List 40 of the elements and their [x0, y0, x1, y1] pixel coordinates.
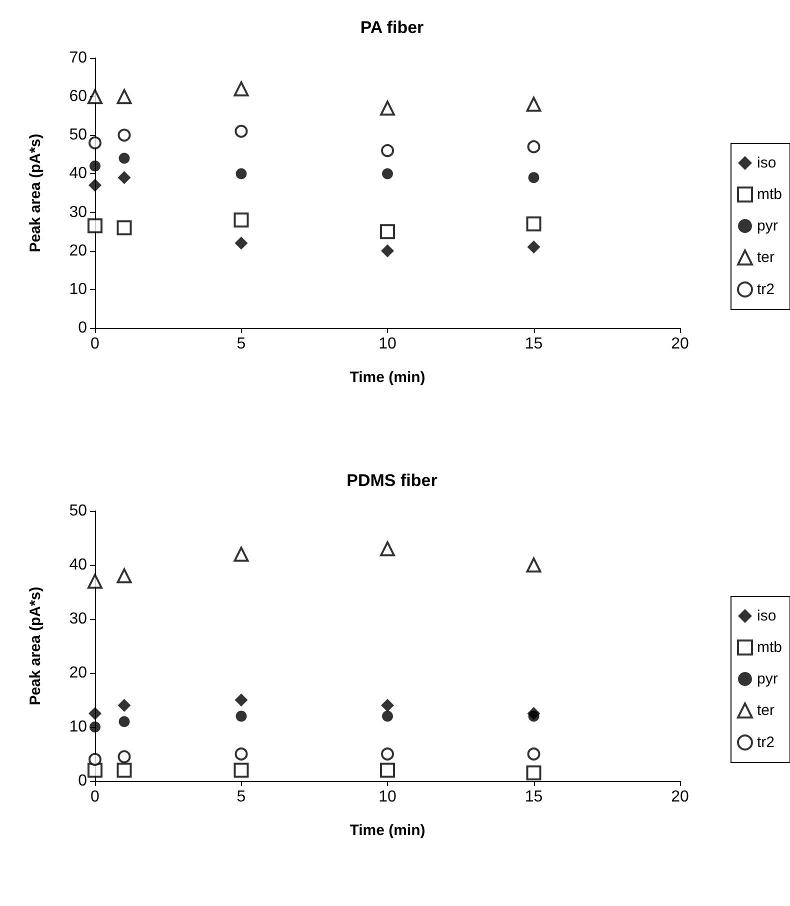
y-tick-label: 50 — [69, 502, 88, 520]
y-tick-label: 20 — [69, 664, 88, 682]
x-axis-title: Time (min) — [350, 822, 426, 839]
chart-title: PA fiber — [360, 18, 424, 37]
legend-label: ter — [756, 249, 775, 266]
x-axis-title: Time (min) — [350, 369, 426, 386]
legend-label: mtb — [756, 639, 782, 656]
y-tick-label: 30 — [69, 204, 88, 221]
chart-title: PDMS fiber — [346, 471, 438, 490]
y-tick-label: 40 — [69, 556, 88, 574]
legend-label: tr2 — [756, 281, 775, 298]
legend-label: ter — [756, 702, 775, 719]
y-tick-label: 0 — [78, 772, 88, 790]
x-tick-label: 20 — [671, 336, 689, 352]
legend-label: iso — [756, 154, 776, 172]
y-tick-label: 20 — [69, 242, 88, 260]
x-tick-label: 10 — [378, 336, 396, 352]
x-tick-label: 0 — [90, 336, 100, 352]
x-tick-label: 0 — [90, 788, 100, 806]
legend-label: iso — [756, 608, 776, 624]
y-axis-title: Peak area (pA*s) — [27, 134, 44, 252]
x-tick-label: 20 — [671, 788, 689, 806]
legend-label: pyr — [756, 218, 778, 234]
y-tick-label: 10 — [69, 718, 88, 736]
legend-label: pyr — [756, 670, 778, 688]
legend-label: mtb — [756, 186, 782, 203]
x-tick-label: 10 — [378, 788, 396, 806]
y-tick-label: 40 — [69, 165, 88, 182]
y-tick-label: 0 — [78, 320, 88, 336]
x-tick-label: 5 — [236, 788, 246, 806]
x-tick-label: 5 — [236, 336, 246, 352]
x-tick-label: 15 — [524, 336, 543, 352]
y-tick-label: 70 — [69, 50, 88, 66]
y-tick-label: 30 — [69, 610, 88, 628]
y-axis-title: Peak area (pA*s) — [27, 586, 44, 706]
legend-label: tr2 — [756, 734, 775, 751]
x-tick-label: 15 — [524, 788, 543, 806]
y-tick-label: 50 — [69, 126, 88, 144]
y-tick-label: 60 — [69, 88, 88, 106]
y-tick-label: 10 — [69, 280, 88, 298]
